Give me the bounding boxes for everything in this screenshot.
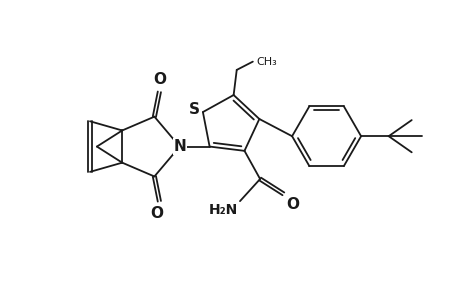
Text: H₂N: H₂N [208,203,237,218]
Text: N: N [173,139,186,154]
Text: O: O [150,206,163,221]
Text: O: O [286,197,299,212]
Text: O: O [152,72,166,87]
Text: S: S [189,102,200,117]
Text: CH₃: CH₃ [256,57,277,67]
